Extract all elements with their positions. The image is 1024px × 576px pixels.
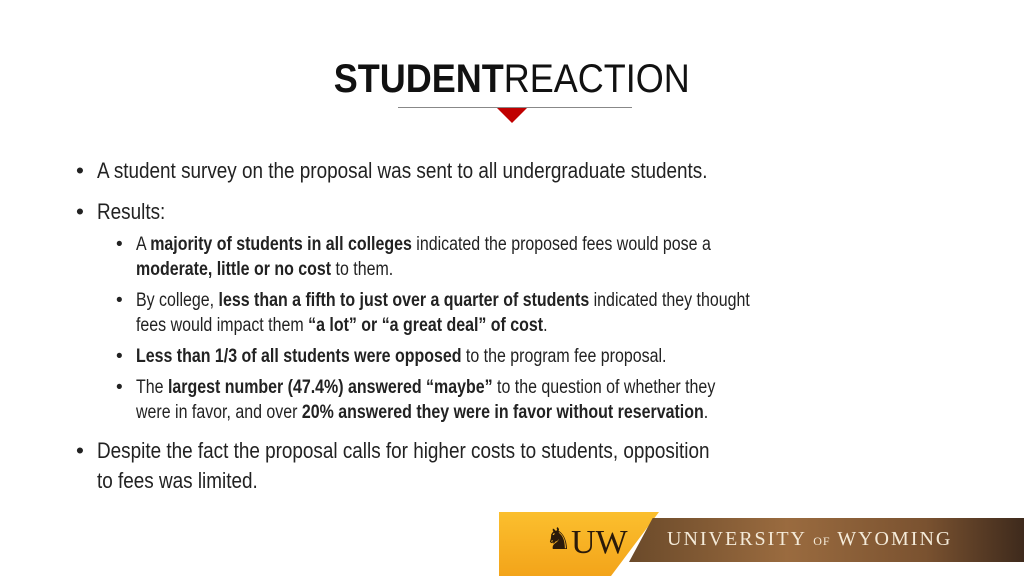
text: to the program fee proposal. [461,346,667,367]
text: Results: [97,199,166,224]
text: to them. [331,259,394,280]
title-regular: REACTION [503,57,691,101]
slide-title: STUDENTREACTION [0,56,1024,102]
logo-uw: UW [571,524,628,561]
bullet-icon: • [116,377,123,398]
text: By college, [136,290,219,311]
text: A student survey on the proposal was sen… [97,158,708,183]
bullet-icon: • [76,199,84,224]
bold-text: Less than 1/3 of all students were oppos… [136,346,462,367]
bold-text: moderate, little or no cost [136,259,332,280]
logo-brown-panel [629,518,1024,562]
university-logo-banner: ♞ UW UNIVERSITY OF WYOMING [499,512,1024,576]
bold-text: 20% answered they were in favor without … [301,402,704,423]
bullet-icon: • [116,346,123,367]
text: to the question of whether they [492,377,716,398]
bullet-icon: • [76,158,84,183]
bold-text: majority of students in all colleges [150,234,412,255]
text: A [136,234,151,255]
title-bold: STUDENT [333,57,504,101]
text: The [136,377,168,398]
bullet-line: A student survey on the proposal was sen… [97,156,707,186]
bullet-line: fees would impact them “a lot” or “a gre… [136,313,548,338]
text: were in favor, and over [136,402,302,423]
text: Despite the fact the proposal calls for … [97,438,710,463]
triangle-marker-icon [497,108,527,123]
bullet-line: By college, less than a fifth to just ov… [136,288,750,313]
title-divider [398,107,632,108]
bullet-line: Results: [97,197,165,227]
bullet-line: A majority of students in all colleges i… [136,232,711,257]
text: to fees was limited. [97,468,258,493]
text: indicated the proposed fees would pose a [411,234,711,255]
bullet-line: The largest number (47.4%) answered “may… [136,375,715,400]
text: indicated they thought [589,290,750,311]
bold-text: largest number (47.4%) answered “maybe” [167,377,493,398]
bold-text: “a lot” or “a great deal” of cost [308,315,544,336]
bucking-horse-icon: ♞ [545,523,572,556]
bullet-line: were in favor, and over 20% answered the… [136,400,708,425]
bullet-line: Less than 1/3 of all students were oppos… [136,344,666,369]
bullet-line: to fees was limited. [97,466,258,496]
text: . [543,315,548,336]
bold-text: less than a fifth to just over a quarter… [218,290,590,311]
bullet-icon: • [116,234,123,255]
bullet-icon: • [116,290,123,311]
text: . [703,402,709,423]
text: fees would impact them [136,315,309,336]
bullet-icon: • [76,438,84,463]
bullet-line: Despite the fact the proposal calls for … [97,436,710,466]
university-name: UNIVERSITY OF WYOMING [667,528,953,550]
bullet-line: moderate, little or no cost to them. [136,257,393,282]
